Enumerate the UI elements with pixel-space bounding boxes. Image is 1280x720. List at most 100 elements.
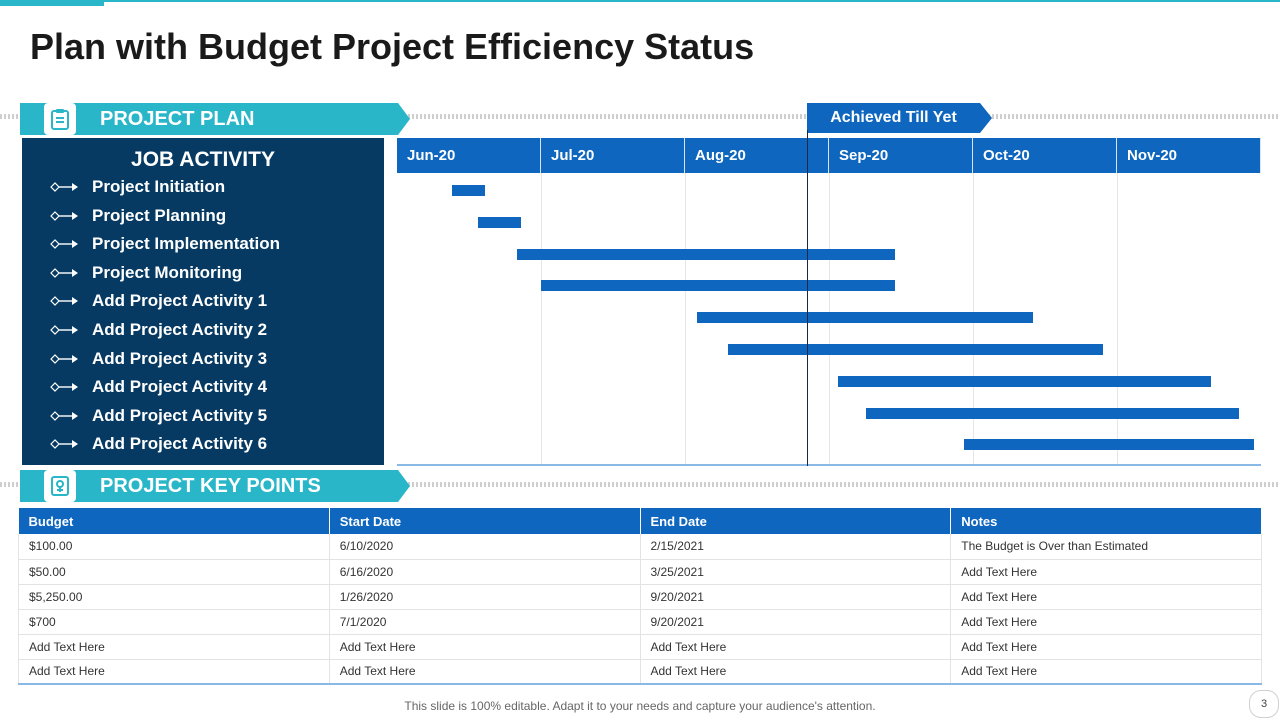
header-budget[interactable]: Budget [18, 508, 330, 534]
end-date-cell[interactable]: Add Text Here [640, 634, 952, 660]
achieved-label: Achieved Till Yet [830, 109, 957, 126]
end-date-cell[interactable]: 3/25/2021 [640, 559, 952, 585]
key-points-table: Budget Start Date End Date Notes $100.00… [18, 508, 1262, 685]
gantt-bar[interactable] [541, 280, 896, 292]
job-activity-item[interactable]: Add Project Activity 5 [50, 405, 267, 427]
gantt-month-1[interactable]: Jul-20 [541, 138, 685, 173]
notes-cell[interactable]: Add Text Here [950, 559, 1262, 585]
arrow-icon [50, 380, 78, 394]
start-date-cell[interactable]: 1/26/2020 [329, 584, 641, 610]
gantt-bar[interactable] [866, 407, 1240, 419]
arrow-icon [50, 352, 78, 366]
gantt-bar[interactable] [728, 344, 1103, 355]
job-activity-item[interactable]: Add Project Activity 6 [50, 433, 267, 455]
table-row: Add Text Here Add Text Here Add Text Here A… [18, 634, 1262, 660]
budget-cell[interactable]: Add Text Here [18, 634, 330, 660]
job-activity-label: Project Implementation [92, 234, 280, 254]
table-row: $700 7/1/2020 9/20/2021 Add Text Here [18, 609, 1262, 635]
gantt-grid [397, 173, 1261, 465]
divider-key-points [0, 482, 1280, 487]
divider-plan [0, 114, 1280, 119]
gantt-month-5[interactable]: Nov-20 [1117, 138, 1261, 173]
project-key-points-label: PROJECT KEY POINTS [100, 474, 321, 497]
notes-cell[interactable]: The Budget is Over than Estimated [950, 534, 1262, 560]
job-activity-item[interactable]: Add Project Activity 4 [50, 376, 267, 398]
project-plan-label: PROJECT PLAN [100, 107, 255, 130]
end-date-cell[interactable]: 9/20/2021 [640, 584, 952, 610]
header-end-date[interactable]: End Date [640, 508, 952, 534]
table-row: $100.00 6/10/2020 2/15/2021 The Budget is O… [18, 534, 1262, 560]
notes-cell[interactable]: Add Text Here [950, 584, 1262, 610]
notes-cell[interactable]: Add Text Here [950, 609, 1262, 635]
gantt-bar[interactable] [451, 185, 485, 196]
job-activity-item[interactable]: Add Project Activity 2 [50, 319, 267, 341]
gantt-month-4[interactable]: Oct-20 [973, 138, 1117, 173]
arrow-icon [50, 209, 78, 223]
start-date-cell[interactable]: 7/1/2020 [329, 609, 641, 635]
job-activity-item[interactable]: Project Monitoring [50, 262, 242, 284]
start-date-cell[interactable]: 6/16/2020 [329, 559, 641, 585]
clipboard-icon [42, 103, 78, 135]
budget-cell[interactable]: Add Text Here [18, 659, 330, 685]
end-date-cell[interactable]: Add Text Here [640, 659, 952, 685]
start-date-cell[interactable]: 6/10/2020 [329, 534, 641, 560]
job-activity-label: Add Project Activity 2 [92, 320, 268, 339]
job-activity-label: Add Project Activity 6 [92, 434, 268, 454]
project-key-points-banner[interactable]: PROJECT KEY POINTS [20, 470, 410, 502]
notes-cell[interactable]: Add Text Here [950, 659, 1262, 685]
notes-cell[interactable]: Add Text Here [950, 634, 1262, 660]
key-points-header-row: Budget Start Date End Date Notes [18, 508, 1262, 534]
gantt-bar[interactable] [964, 439, 1254, 451]
end-date-cell[interactable]: 9/20/2021 [640, 609, 952, 635]
gantt-bar[interactable] [477, 216, 521, 228]
key-points-icon [42, 470, 78, 502]
job-activity-item[interactable]: Add Project Activity 3 [50, 348, 267, 370]
job-activity-label: Project Planning [92, 205, 227, 225]
job-activity-panel: JOB ACTIVITY Project Initiation Project P… [22, 138, 384, 465]
budget-cell[interactable]: $5,250.00 [18, 584, 330, 610]
job-activity-label: Project Initiation [92, 177, 226, 196]
header-notes[interactable]: Notes [950, 508, 1262, 534]
table-row: $5,250.00 1/26/2020 9/20/2021 Add Text Here [18, 584, 1262, 610]
job-activity-label: Add Project Activity 5 [92, 405, 268, 425]
budget-cell[interactable]: $700 [18, 609, 330, 635]
gantt-bar[interactable] [516, 248, 896, 260]
arrow-icon [50, 323, 78, 337]
gantt-gridline [685, 173, 686, 465]
job-activity-label: Add Project Activity 1 [92, 291, 268, 311]
slide-title[interactable]: Plan with Budget Project Efficiency Stat… [30, 26, 755, 67]
start-date-cell[interactable]: Add Text Here [329, 659, 641, 685]
job-activity-item[interactable]: Project Planning [50, 205, 226, 227]
table-row: Add Text Here Add Text Here Add Text Here A… [18, 659, 1262, 685]
gantt-gridline [1117, 173, 1118, 465]
page-number: 3 [1249, 690, 1279, 718]
gantt-month-2[interactable]: Aug-20 [685, 138, 829, 173]
end-date-cell[interactable]: 2/15/2021 [640, 534, 952, 560]
arrow-icon [50, 180, 78, 194]
slide-footer: This slide is 100% editable. Adapt it to… [404, 699, 876, 713]
gantt-month-0[interactable]: Jun-20 [397, 138, 541, 173]
project-plan-banner[interactable]: PROJECT PLAN [20, 103, 410, 135]
gantt-month-header: Jun-20 Jul-20 Aug-20 Sep-20 Oct-20 Nov-20 [397, 138, 1261, 173]
job-activity-label: Add Project Activity 3 [92, 348, 268, 368]
start-date-cell[interactable]: Add Text Here [329, 634, 641, 660]
job-activity-label: Add Project Activity 4 [92, 377, 268, 397]
arrow-icon [50, 237, 78, 251]
budget-cell[interactable]: $50.00 [18, 559, 330, 585]
job-activity-heading: JOB ACTIVITY [131, 148, 275, 171]
achieved-till-yet-tag[interactable]: Achieved Till Yet [807, 103, 992, 133]
arrow-icon [50, 294, 78, 308]
job-activity-item[interactable]: Project Implementation [50, 233, 280, 255]
header-start-date[interactable]: Start Date [329, 508, 641, 534]
achieved-marker-line [807, 130, 809, 466]
top-accent-tab [0, 0, 104, 6]
job-activity-item[interactable]: Add Project Activity 1 [50, 290, 267, 312]
arrow-icon [50, 266, 78, 280]
budget-cell[interactable]: $100.00 [18, 534, 330, 560]
gantt-month-3[interactable]: Sep-20 [829, 138, 973, 173]
gantt-chart: Jun-20 Jul-20 Aug-20 Sep-20 Oct-20 Nov-20 [397, 138, 1261, 466]
gantt-bar[interactable] [696, 312, 1034, 324]
gantt-bar[interactable] [837, 375, 1211, 387]
arrow-icon [50, 437, 78, 451]
job-activity-item[interactable]: Project Initiation [50, 176, 225, 198]
